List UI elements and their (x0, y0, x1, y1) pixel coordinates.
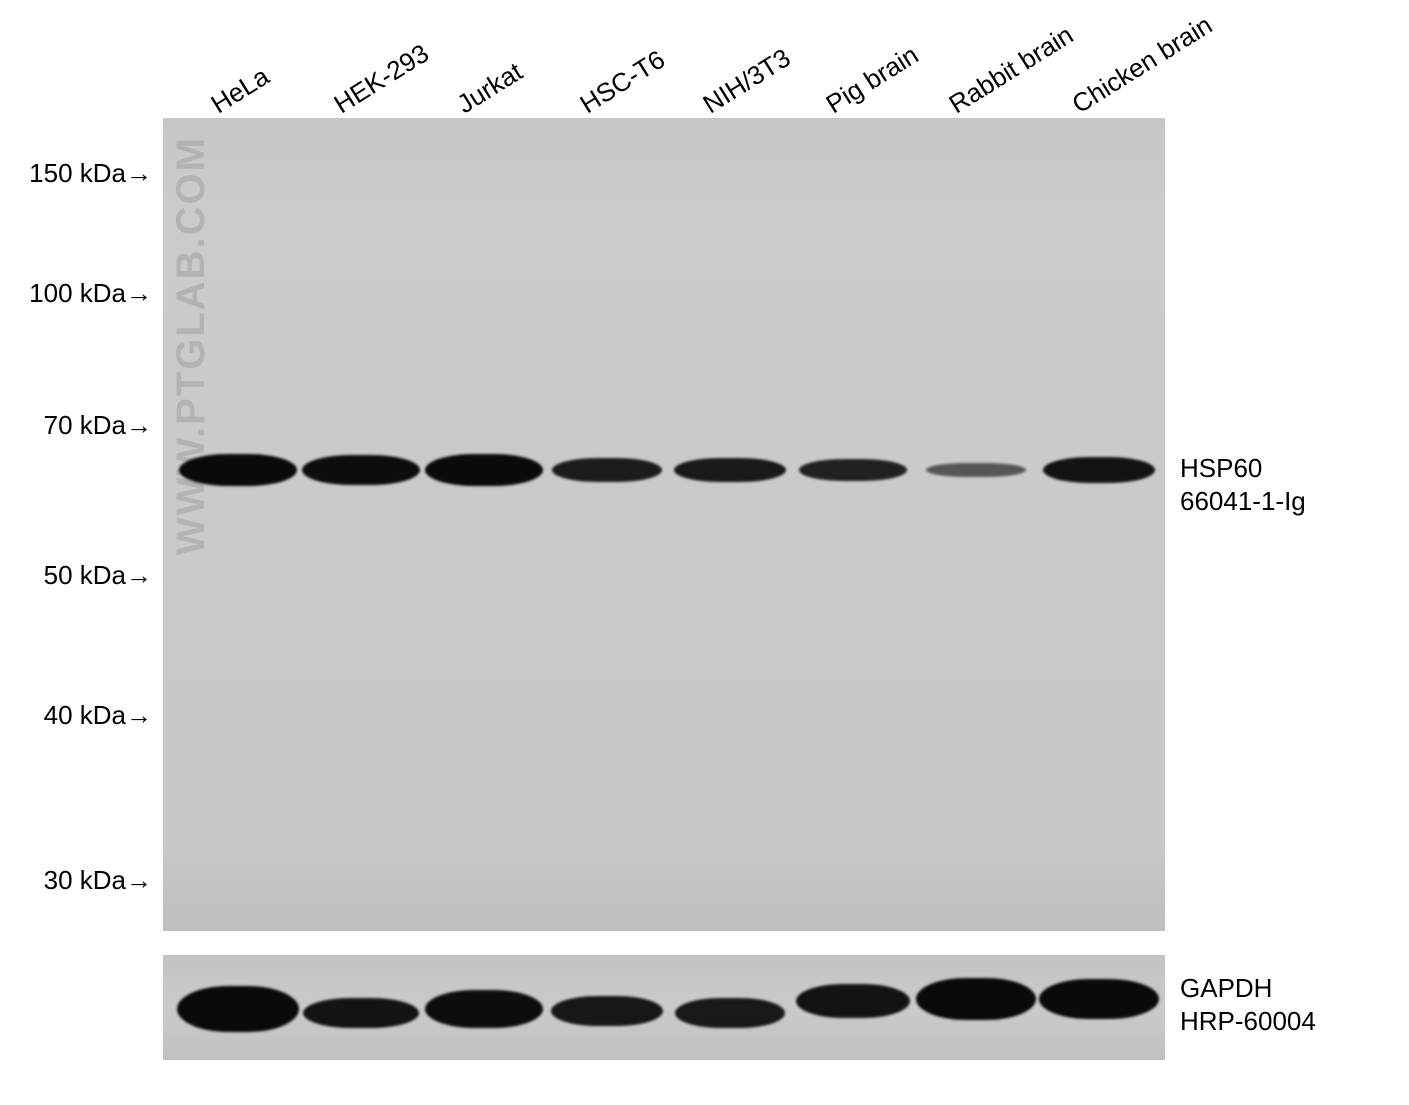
target-band (926, 463, 1026, 477)
blot-main: WWW.PTGLAB.COM (163, 118, 1165, 931)
loading-band (177, 986, 299, 1032)
lane-label: Jurkat (452, 56, 528, 120)
target-band (1043, 457, 1155, 483)
target-name: HSP60 (1180, 452, 1306, 485)
mw-marker: 100 kDa→ (29, 278, 152, 309)
loading-catalog: HRP-60004 (1180, 1005, 1316, 1038)
mw-marker: 150 kDa→ (29, 158, 152, 189)
target-band (799, 459, 907, 481)
target-band (552, 458, 662, 482)
loading-name: GAPDH (1180, 972, 1316, 1005)
target-band (674, 458, 786, 482)
lane-label: Pig brain (821, 39, 924, 120)
mw-marker: 40 kDa→ (44, 700, 152, 731)
blot-loading-control (163, 955, 1165, 1060)
target-band (425, 454, 543, 486)
target-catalog: 66041-1-Ig (1180, 485, 1306, 518)
lane-label: NIH/3T3 (698, 42, 797, 120)
watermark-text: WWW.PTGLAB.COM (169, 136, 214, 555)
loading-band (303, 998, 419, 1028)
western-blot-figure: HeLa HEK-293 Jurkat HSC-T6 NIH/3T3 Pig b… (0, 0, 1409, 1105)
lane-labels-row: HeLa HEK-293 Jurkat HSC-T6 NIH/3T3 Pig b… (170, 10, 1170, 120)
loading-band (675, 998, 785, 1028)
loading-annotation: GAPDH HRP-60004 (1180, 972, 1316, 1037)
lane-label: HEK-293 (329, 38, 435, 120)
mw-marker: 30 kDa→ (44, 865, 152, 896)
loading-band (1039, 979, 1159, 1019)
loading-band (916, 978, 1036, 1020)
mw-marker: 50 kDa→ (44, 560, 152, 591)
loading-band (425, 990, 543, 1028)
mw-marker-column: 150 kDa→ 100 kDa→ 70 kDa→ 50 kDa→ 40 kDa… (0, 120, 160, 920)
loading-band (551, 996, 663, 1026)
target-band (179, 454, 297, 486)
target-band (302, 455, 420, 485)
lane-label: Rabbit brain (944, 19, 1079, 120)
lane-label: HeLa (206, 61, 275, 120)
loading-band (796, 984, 910, 1018)
lane-label: Chicken brain (1067, 9, 1218, 120)
mw-marker: 70 kDa→ (44, 410, 152, 441)
lane-label: HSC-T6 (575, 44, 671, 120)
target-annotation: HSP60 66041-1-Ig (1180, 452, 1306, 517)
